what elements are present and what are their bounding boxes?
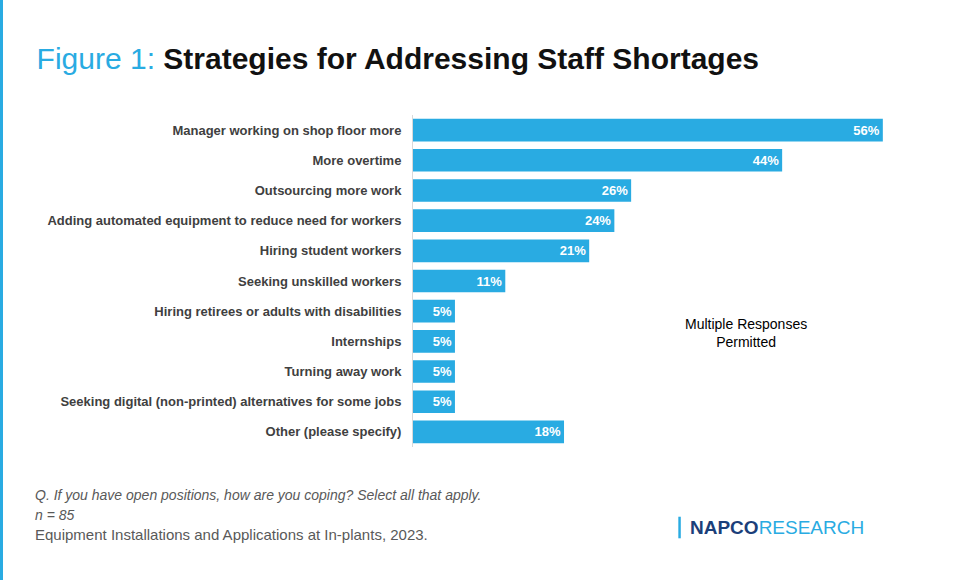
svg-text:24%: 24% (585, 213, 611, 228)
svg-text:Q. If you have open positions,: Q. If you have open positions, how are y… (35, 487, 481, 503)
svg-text:Other (please specify): Other (please specify) (266, 424, 402, 439)
svg-text:Equipment Installations and Ap: Equipment Installations and Applications… (35, 526, 428, 543)
svg-text:Hiring student workers: Hiring student workers (260, 243, 402, 258)
svg-text:Internships: Internships (331, 334, 401, 349)
svg-text:NAPCORESEARCH: NAPCORESEARCH (690, 517, 864, 538)
svg-text:11%: 11% (477, 274, 503, 289)
svg-text:Manager working on shop floor: Manager working on shop floor more (172, 123, 401, 138)
svg-text:21%: 21% (560, 243, 586, 258)
svg-text:5%: 5% (433, 334, 452, 349)
svg-text:5%: 5% (433, 364, 452, 379)
svg-text:n = 85: n = 85 (35, 507, 75, 523)
svg-text:56%: 56% (853, 123, 879, 138)
svg-text:5%: 5% (433, 304, 452, 319)
svg-text:18%: 18% (535, 424, 561, 439)
svg-text:5%: 5% (433, 394, 452, 409)
svg-text:Turning away work: Turning away work (285, 364, 403, 379)
svg-text:Seeking digital (non-printed): Seeking digital (non-printed) alternativ… (60, 394, 401, 409)
svg-text:Hiring retirees or adults with: Hiring retirees or adults with disabilit… (154, 304, 401, 319)
svg-text:Adding automated equipment to: Adding automated equipment to reduce nee… (47, 213, 401, 228)
svg-text:Seeking unskilled workers: Seeking unskilled workers (238, 274, 401, 289)
svg-text:Figure 1: Strategies for Addre: Figure 1: Strategies for Addressing Staf… (37, 42, 759, 75)
svg-text:More overtime: More overtime (313, 153, 402, 168)
svg-text:26%: 26% (602, 183, 628, 198)
svg-text:44%: 44% (753, 153, 779, 168)
svg-text:Multiple ResponsesPermitted: Multiple ResponsesPermitted (685, 316, 807, 350)
svg-text:Outsourcing more work: Outsourcing more work (255, 183, 402, 198)
